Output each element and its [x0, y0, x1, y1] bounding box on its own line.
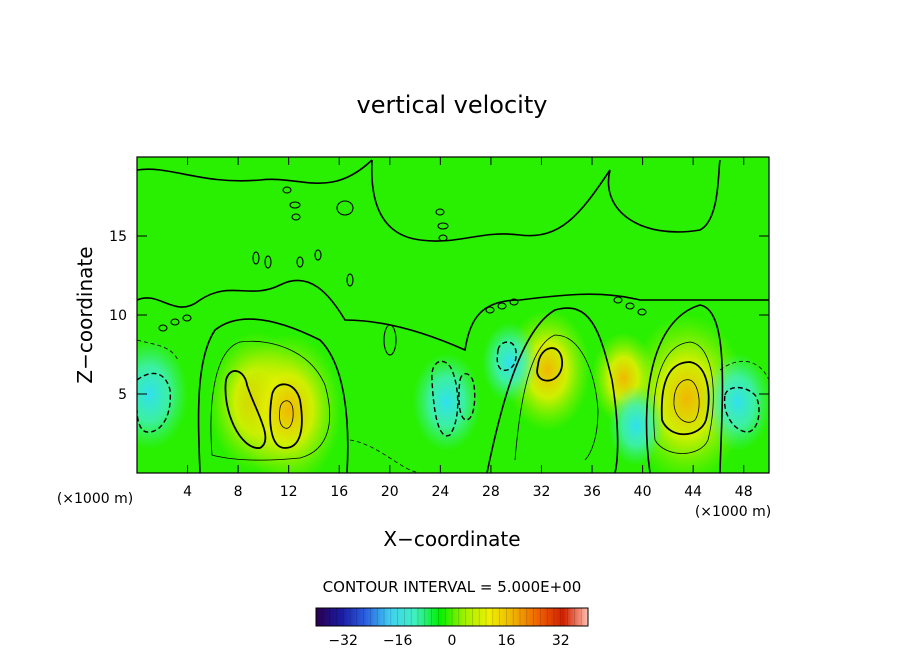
contour-15-left [279, 400, 294, 429]
colorbar: −32 −16 0 16 32 [315, 607, 589, 649]
x-axis-ticks: 4 8 12 16 20 24 28 32 36 40 44 48 [183, 157, 753, 500]
contour-10-right-cell [536, 347, 563, 382]
contour-neg5-mid-a [431, 360, 459, 437]
downdraft-core-9 [608, 385, 665, 466]
x-tick-label-3: 16 [330, 484, 348, 500]
x-tick-label-0: 4 [183, 484, 192, 500]
contour-5-far-right [653, 341, 714, 454]
y-tick-label-0: 5 [118, 387, 127, 403]
x-tick-label-8: 36 [583, 484, 601, 500]
x-tick-label-7: 32 [533, 484, 551, 500]
chart-title: vertical velocity [357, 91, 548, 119]
noise-contours [158, 186, 647, 356]
x-tick-label-10: 44 [684, 484, 702, 500]
colorbar-divisions [322, 608, 582, 626]
colorbar-tick-label-0: −32 [328, 633, 358, 649]
contour-neg5-mid-b [458, 373, 476, 421]
contour-zero-left-cell [197, 318, 349, 473]
x-tick-label-11: 48 [735, 484, 753, 500]
colorbar-tick-label-4: 32 [552, 633, 570, 649]
contour-neg5-mid-c [496, 341, 517, 372]
colorbar-fill [315, 607, 589, 627]
colorbar-tick-label-2: 0 [448, 633, 457, 649]
downdraft-core-6 [412, 352, 481, 452]
contour-10-left-a [224, 370, 267, 449]
contour-neg5-right [723, 386, 760, 433]
contour-neg-thin [137, 339, 769, 473]
x-tick-label-5: 24 [431, 484, 449, 500]
contour-zero-right-cell [486, 307, 619, 473]
x-tick-label-2: 12 [280, 484, 298, 500]
y-tick-label-2: 15 [109, 229, 127, 245]
contour-interval-note: CONTOUR INTERVAL = 5.000E+00 [323, 578, 582, 596]
x-tick-label-6: 28 [482, 484, 500, 500]
x-tick-label-4: 20 [381, 484, 399, 500]
colorbar-tick-label-1: −16 [383, 633, 413, 649]
updraft-core-1 [235, 333, 342, 473]
x-tick-label-1: 8 [234, 484, 243, 500]
contour-10-far-right [660, 361, 710, 436]
contour-zero-far-right [645, 304, 724, 473]
colorbar-ticks: −32 −16 0 16 32 [328, 633, 569, 649]
y-axis-ticks: 5 10 15 [109, 229, 769, 403]
downdraft-core-7 [481, 322, 538, 403]
contour-zero-middle [137, 279, 769, 352]
x-tick-label-9: 40 [634, 484, 652, 500]
contour-zero-upper [137, 159, 721, 242]
y-axis-label: Z−coordinate [73, 246, 97, 383]
downdraft-core-8 [703, 352, 769, 452]
contour-10-left-b [269, 383, 303, 449]
contour-lines [137, 159, 769, 473]
contour-15-far-right [673, 379, 700, 423]
x-axis-label: X−coordinate [383, 527, 520, 551]
plot-area [137, 157, 769, 473]
y-tick-label-1: 10 [109, 308, 127, 324]
contour-5-left [210, 340, 331, 461]
colorbar-tick-label-3: 16 [497, 633, 515, 649]
contour-neg5-left [137, 372, 172, 433]
x-unit-right: (×1000 m) [695, 504, 771, 520]
downdraft-core-5 [137, 338, 189, 450]
x-unit-left: (×1000 m) [57, 491, 133, 507]
contour-5-right-cell [514, 334, 599, 461]
